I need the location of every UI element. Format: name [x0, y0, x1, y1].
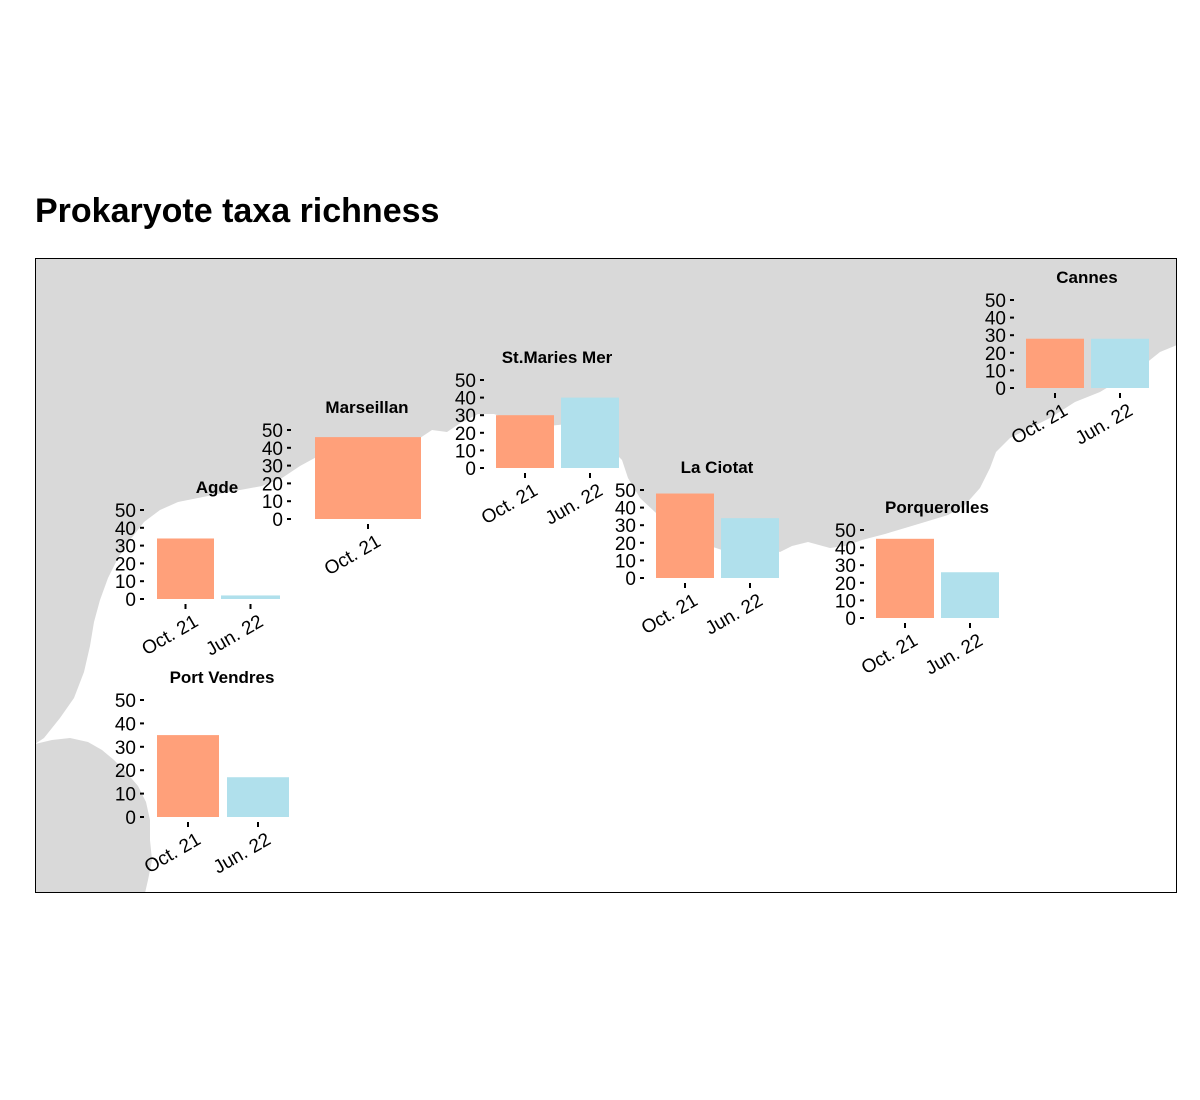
y-tick-label: 40: [115, 714, 136, 735]
y-tick-label: 0: [125, 590, 136, 611]
site-title: Marseillan: [325, 398, 408, 417]
y-tick-label: 30: [455, 406, 476, 427]
y-tick-label: 50: [115, 501, 136, 522]
y-tick-label: 10: [455, 441, 476, 462]
y-tick-label: 30: [115, 537, 136, 558]
y-tick-label: 40: [835, 539, 856, 560]
y-tick-label: 30: [115, 738, 136, 759]
y-tick-label: 50: [985, 291, 1006, 312]
site-title: St.Maries Mer: [502, 348, 613, 367]
y-tick-label: 50: [835, 521, 856, 542]
site-title: Porquerolles: [885, 498, 989, 517]
bar: [1026, 338, 1084, 388]
bar: [941, 572, 999, 618]
y-tick-label: 20: [615, 534, 636, 555]
site-title: La Ciotat: [681, 458, 754, 477]
y-tick-label: 0: [272, 510, 283, 531]
y-tick-label: 0: [995, 379, 1006, 400]
bar: [315, 437, 421, 519]
y-tick-label: 50: [262, 421, 283, 442]
bar: [721, 518, 779, 578]
site-title: Cannes: [1056, 268, 1117, 287]
bar: [157, 538, 214, 599]
y-tick-label: 0: [465, 459, 476, 480]
bar: [561, 397, 619, 468]
y-tick-label: 10: [115, 572, 136, 593]
y-tick-label: 40: [615, 499, 636, 520]
land-mass-south: [35, 738, 152, 893]
site-title: Agde: [196, 478, 239, 497]
land-mass-north: [35, 258, 1177, 744]
y-tick-label: 40: [262, 439, 283, 460]
y-tick-label: 30: [835, 556, 856, 577]
y-tick-label: 0: [125, 808, 136, 829]
y-tick-label: 20: [262, 474, 283, 495]
y-tick-label: 40: [455, 389, 476, 410]
bar: [876, 538, 934, 618]
bar: [1091, 338, 1149, 388]
bar: [157, 735, 219, 817]
y-tick-label: 50: [615, 481, 636, 502]
y-tick-label: 10: [262, 492, 283, 513]
y-tick-label: 0: [845, 609, 856, 630]
y-tick-label: 50: [455, 371, 476, 392]
y-tick-label: 20: [115, 761, 136, 782]
map-frame: [35, 258, 1177, 893]
y-tick-label: 30: [985, 326, 1006, 347]
y-tick-label: 10: [115, 785, 136, 806]
y-tick-label: 30: [615, 516, 636, 537]
y-tick-label: 40: [115, 519, 136, 540]
bar: [496, 415, 554, 468]
bar: [656, 493, 714, 578]
y-tick-label: 20: [985, 344, 1006, 365]
y-tick-label: 30: [262, 457, 283, 478]
y-tick-label: 10: [985, 361, 1006, 382]
y-tick-label: 0: [625, 569, 636, 590]
y-tick-label: 20: [835, 574, 856, 595]
y-tick-label: 20: [115, 554, 136, 575]
chart-title: Prokaryote taxa richness: [35, 192, 440, 230]
y-tick-label: 10: [835, 591, 856, 612]
site-title: Port Vendres: [170, 668, 275, 687]
bar: [227, 777, 289, 817]
y-tick-label: 20: [455, 424, 476, 445]
y-tick-label: 50: [115, 691, 136, 712]
bar: [221, 595, 280, 599]
y-tick-label: 40: [985, 309, 1006, 330]
y-tick-label: 10: [615, 551, 636, 572]
